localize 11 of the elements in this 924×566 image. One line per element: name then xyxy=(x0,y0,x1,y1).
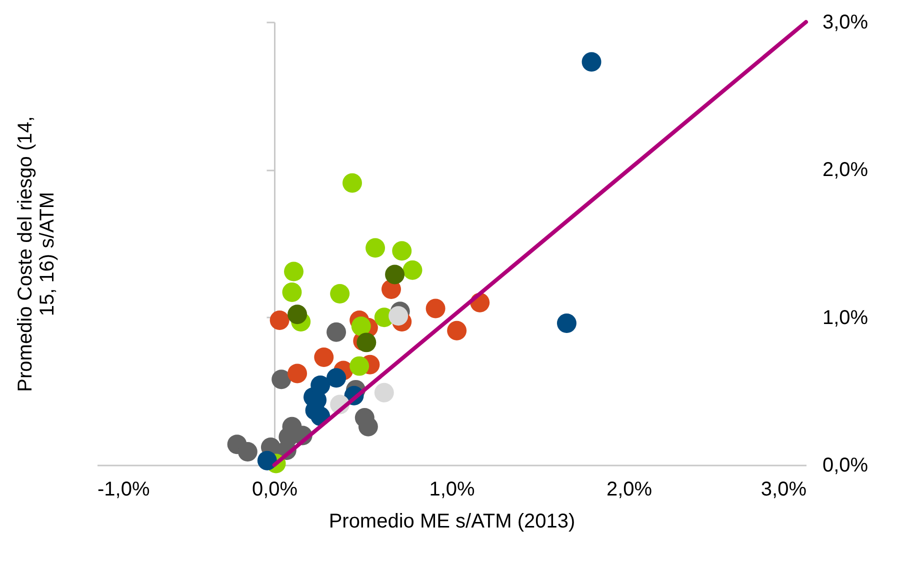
y-tick-label: 0,0% xyxy=(822,454,868,476)
x-tick-label: 2,0% xyxy=(606,478,652,500)
x-tick-label: 0,0% xyxy=(252,478,298,500)
y-tick-label: 2,0% xyxy=(822,159,868,182)
x-tick-label: 3,0% xyxy=(760,478,807,500)
x-tick-label: -1,0% xyxy=(98,478,150,500)
x-axis-title: Promedio ME s/ATM (2013) xyxy=(328,510,576,532)
y-tick-label: 1,0% xyxy=(822,306,868,329)
y-tick-label: 3,0% xyxy=(822,12,868,34)
y-axis-title: Promedio Coste del riesgo (14, 15, 16) s/ATM xyxy=(14,116,58,392)
x-tick-label: 1,0% xyxy=(429,478,476,500)
